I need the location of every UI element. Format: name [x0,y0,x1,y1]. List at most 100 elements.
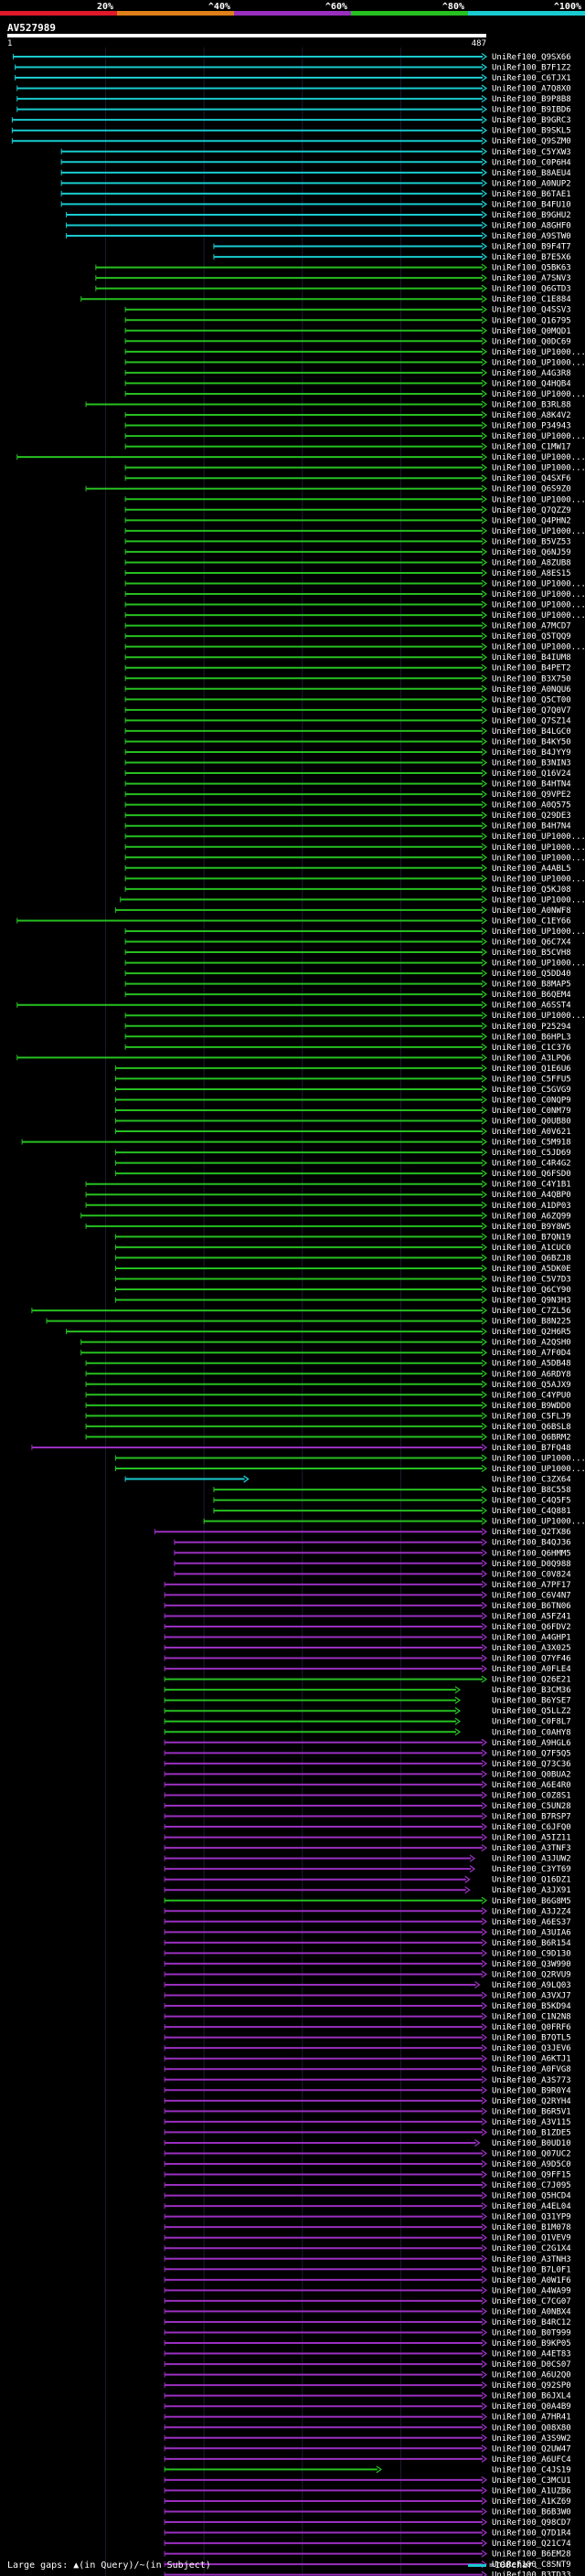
hit-label[interactable]: UniRef100_C0Z8S1 [492,1791,571,1800]
hit-row[interactable]: UniRef100_A3S773 [164,2075,571,2085]
hit-label[interactable]: UniRef100_B6R5V1 [492,2107,571,2116]
hit-row[interactable]: UniRef100_C7J095 [164,2181,571,2190]
hit-row[interactable]: UniRef100_B4KY50 [124,737,571,747]
hit-row[interactable]: UniRef100_A4WA99 [164,2286,571,2295]
hit-label[interactable]: UniRef100_Q0A4B9 [492,2402,571,2412]
hit-row[interactable]: UniRef100_B7L0F1 [164,2265,571,2274]
hit-label[interactable]: UniRef100_Q2H6R5 [492,1328,571,1337]
hit-label[interactable]: UniRef100_C9D130 [492,1949,571,1958]
hit-label[interactable]: UniRef100_B4IUM8 [492,653,571,663]
hit-label[interactable]: UniRef100_A6ZQ99 [492,1212,571,1221]
hit-label[interactable]: UniRef100_B6QEM4 [492,991,571,1000]
hit-label[interactable]: UniRef100_A3V115 [492,2118,571,2127]
hit-label[interactable]: UniRef100_D0Q988 [492,1560,571,1569]
hit-row[interactable]: UniRef100_Q4SSV3 [124,305,571,315]
hit-label[interactable]: UniRef100_A0NBX4 [492,2307,571,2316]
hit-row[interactable]: UniRef100_C0AHY8 [164,1728,571,1737]
hit-row[interactable]: UniRef100_C3MCU1 [164,2475,571,2486]
hit-row[interactable]: UniRef100_B6B3W0 [164,2507,571,2517]
hit-row[interactable]: UniRef100_A0W1F6 [164,2275,571,2285]
hit-label[interactable]: UniRef100_B8N225 [492,1318,571,1327]
hit-row[interactable]: UniRef100_A5DB48 [85,1359,571,1369]
hit-label[interactable]: UniRef100_UP1000... [492,464,585,473]
hit-label[interactable]: UniRef100_A4QBP0 [492,1191,571,1200]
hit-label[interactable]: UniRef100_A3UIA6 [492,1928,571,1937]
hit-label[interactable]: UniRef100_A5IZ11 [492,1834,571,1843]
hit-row[interactable]: UniRef100_C6V4N7 [164,1591,571,1600]
hit-label[interactable]: UniRef100_C0NQP9 [492,1096,571,1105]
hit-row[interactable]: UniRef100_UP1000... [124,642,585,652]
hit-label[interactable]: UniRef100_B7QN19 [492,1233,571,1242]
hit-label[interactable]: UniRef100_Q6BZJ8 [492,1254,571,1263]
hit-label[interactable]: UniRef100_C1C376 [492,1044,571,1053]
hit-row[interactable]: UniRef100_A7HR41 [164,2412,571,2422]
hit-row[interactable]: UniRef100_Q0FRF6 [164,2023,571,2032]
hit-row[interactable]: UniRef100_A8ES15 [124,568,571,578]
hit-label[interactable]: UniRef100_Q92SP0 [492,2381,571,2390]
hit-row[interactable]: UniRef100_B8N225 [46,1317,571,1327]
hit-label[interactable]: UniRef100_A0W1F6 [492,2276,571,2285]
hit-label[interactable]: UniRef100_Q6S9Z0 [492,485,571,494]
hit-row[interactable]: UniRef100_UP1000... [124,1012,585,1021]
hit-row[interactable]: UniRef100_A7MCD7 [124,621,571,631]
hit-label[interactable]: UniRef100_UP1000... [492,875,585,884]
hit-row[interactable]: UniRef100_A0NWF8 [114,906,571,916]
hit-row[interactable]: UniRef100_B9R0Y4 [164,2086,571,2095]
hit-row[interactable]: UniRef100_Q16795 [124,316,571,325]
hit-row[interactable]: UniRef100_B4HTN4 [124,779,571,790]
hit-row[interactable]: UniRef100_Q6CY90 [114,1285,571,1295]
hit-label[interactable]: UniRef100_A0FLE4 [492,1665,571,1674]
hit-label[interactable]: UniRef100_C5YXW3 [492,148,571,157]
hit-row[interactable]: UniRef100_A3JUW2 [164,1854,571,1864]
hit-row[interactable]: UniRef100_UP1000... [124,611,585,620]
hit-row[interactable]: UniRef100_A3TNF3 [164,1844,571,1853]
hit-row[interactable]: UniRef100_C7CG07 [164,2296,571,2306]
hit-row[interactable]: UniRef100_Q5DD40 [124,970,571,979]
hit-label[interactable]: UniRef100_B9GRC3 [492,116,571,125]
hit-row[interactable]: UniRef100_B4FU10 [60,200,571,209]
hit-row[interactable]: UniRef100_A0NUP2 [60,179,571,188]
hit-row[interactable]: UniRef100_B3CM36 [164,1686,571,1695]
hit-row[interactable]: UniRef100_UP1000... [114,1454,585,1463]
hit-label[interactable]: UniRef100_A3TNF3 [492,1844,571,1853]
hit-row[interactable]: UniRef100_Q9SX66 [12,52,571,62]
hit-row[interactable]: UniRef100_B3TD33 [164,2571,571,2576]
hit-row[interactable]: UniRef100_A6RDY8 [85,1370,571,1379]
hit-row[interactable]: UniRef100_C5FLJ9 [85,1412,571,1421]
hit-label[interactable]: UniRef100_B5VZ53 [492,537,571,546]
hit-row[interactable]: UniRef100_B7QN19 [114,1233,571,1242]
hit-label[interactable]: UniRef100_C5UN28 [492,1802,571,1811]
hit-label[interactable]: UniRef100_C4Q881 [492,1507,571,1516]
hit-row[interactable]: UniRef100_C5JD69 [114,1149,571,1158]
hit-row[interactable]: UniRef100_B8C558 [213,1486,571,1495]
hit-label[interactable]: UniRef100_P34943 [492,422,571,431]
hit-label[interactable]: UniRef100_B3RL88 [492,400,571,409]
hit-label[interactable]: UniRef100_B7L0F1 [492,2265,571,2274]
hit-row[interactable]: UniRef100_A4GHP1 [164,1633,571,1643]
hit-label[interactable]: UniRef100_UP1000... [492,1465,585,1474]
hit-row[interactable]: UniRef100_C1E884 [80,295,571,304]
hit-label[interactable]: UniRef100_B7FQ48 [492,1444,571,1453]
hit-label[interactable]: UniRef100_Q4PHN2 [492,516,571,525]
hit-row[interactable]: UniRef100_P34943 [124,421,571,431]
hit-label[interactable]: UniRef100_B9F4T7 [492,243,571,252]
hit-label[interactable]: UniRef100_Q7F5Q5 [492,1749,571,1758]
hit-row[interactable]: UniRef100_B3RL88 [85,400,571,409]
hit-row[interactable]: UniRef100_C4Y1B1 [85,1180,571,1190]
hit-row[interactable]: UniRef100_Q2RVU9 [164,1970,571,1979]
hit-label[interactable]: UniRef100_Q4SXF6 [492,474,571,483]
hit-row[interactable]: UniRef100_B9SKL5 [11,126,571,136]
hit-label[interactable]: UniRef100_C0P6H4 [492,158,571,167]
hit-label[interactable]: UniRef100_A7MCD7 [492,622,571,631]
hit-row[interactable]: UniRef100_C4JS19 [164,2465,571,2475]
hit-label[interactable]: UniRef100_B9IBD6 [492,106,571,115]
hit-label[interactable]: UniRef100_A1UZB6 [492,2486,571,2496]
hit-row[interactable]: UniRef100_A5DK0E [114,1264,571,1274]
hit-row[interactable]: UniRef100_B4JYY9 [124,747,571,758]
hit-row[interactable]: UniRef100_C5YXW3 [60,147,571,157]
hit-row[interactable]: UniRef100_A0FLE4 [164,1665,571,1674]
hit-row[interactable]: UniRef100_B7F1Z2 [15,63,571,73]
hit-label[interactable]: UniRef100_C5V7D3 [492,1275,571,1284]
hit-label[interactable]: UniRef100_B8AEU4 [492,169,571,178]
hit-label[interactable]: UniRef100_A0NWF8 [492,906,571,916]
